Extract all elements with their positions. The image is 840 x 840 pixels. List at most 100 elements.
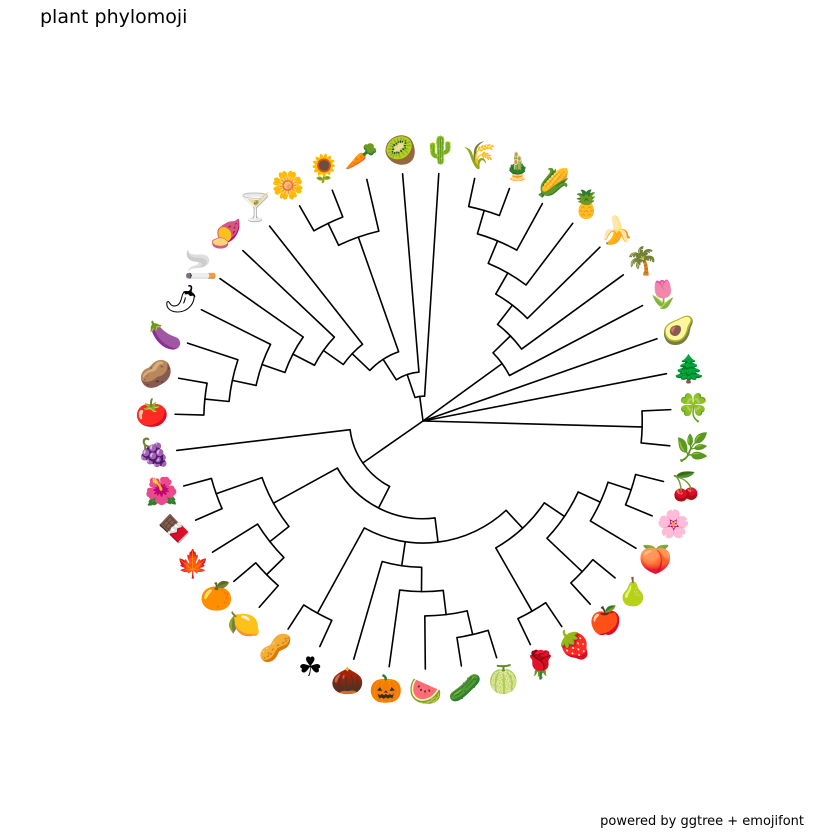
tip-emoji: 🍈 [487,662,521,695]
branch-arc [363,509,507,544]
internal-branch [434,517,439,543]
tip-branch [592,558,616,579]
internal-branch [351,352,371,372]
internal-branch [492,335,512,354]
peanuts-icon: 🥜 [259,630,293,664]
internal-branch [406,373,416,399]
cocktail-icon: 🍸 [239,191,273,224]
palm-tree-icon: 🌴 [625,245,659,277]
tip-emoji: 🌵 [423,134,457,166]
internal-branch [272,467,339,504]
internal-branch [361,420,424,464]
potato-icon: 🥔 [139,358,173,390]
tip-branch [242,249,336,338]
melon-icon: 🍈 [487,662,521,695]
tip-emoji: 🎍 [501,150,535,182]
kiwi-icon: 🥝 [384,132,418,166]
shamrock-icon: ☘ [298,652,322,683]
tip-branch [287,604,305,630]
tip-emoji: 🍓 [558,629,592,661]
tip-branch [498,187,511,217]
maple-leaf-icon: 🍁 [176,548,210,580]
tip-branch [589,520,637,550]
tip-emoji: 🍁 [176,548,210,580]
tip-emoji: 🌿 [676,432,710,464]
hibiscus-icon: 🌺 [145,475,179,507]
rose-icon: 🌹 [523,648,557,681]
tip-branch [233,561,257,583]
tip-emoji: 🌷 [646,278,680,310]
tip-emoji: ☘ [298,652,322,683]
tip-emoji: 🍸 [239,191,273,224]
tip-branch [219,277,305,338]
deciduous-tree-icon: 🌲 [672,353,706,385]
caption: powered by ggtree + emojifont [600,814,804,829]
tip-branch [298,205,315,232]
internal-branch [546,537,584,573]
tip-branch [640,442,671,447]
eggplant-icon: 🍆 [149,319,183,351]
chestnut-icon: 🌰 [331,666,365,697]
corn-icon: 🌽 [537,166,571,199]
pear-icon: 🍐 [616,576,650,608]
internal-branch [382,358,398,381]
tip-branch [520,274,625,350]
tip-emoji: 🌰 [331,666,365,697]
tip-branch [211,523,259,553]
tip-branch [508,304,644,377]
internal-branch [231,379,257,387]
tip-branch [177,377,208,384]
tip-branch [352,560,383,660]
bamboo-icon: 🎍 [501,150,535,182]
tip-emoji: 🌶 [164,284,198,315]
tip-emoji: 🍅 [135,397,169,429]
tip-branch [200,308,272,346]
internal-branch [269,525,290,543]
tip-branch [401,173,420,373]
internal-branch [505,509,524,529]
internal-branch [494,272,509,295]
tip-branch [258,584,280,609]
internal-branch [494,547,533,612]
jack-o-lantern-icon: 🎃 [369,673,403,705]
tip-emoji: 🍎 [589,604,623,637]
internal-branch [204,398,230,403]
tip-branch [388,589,401,668]
avocado-icon: 🥑 [662,313,696,347]
tree-branches [174,172,672,670]
tip-branch [331,189,344,218]
tip-branch [634,473,665,483]
tip-branch [570,582,592,605]
tip-emoji: 🌴 [625,245,659,277]
tip-emoji: 🍋 [227,609,261,640]
tip-emoji: 🍌 [600,215,634,247]
tip-emoji: 🍉 [409,676,443,707]
tip-emoji: 🌽 [537,166,571,199]
internal-branch [422,362,503,422]
daisy-icon: 🌼 [271,169,305,201]
tip-branch [624,504,653,517]
sunflower-icon: 🌻 [307,152,341,184]
internal-branch [442,589,447,616]
internal-branch [418,395,424,422]
watermelon-icon: 🍉 [409,676,443,707]
tip-emoji: 🌼 [271,169,305,201]
tip-branch [516,202,544,251]
cucumber-icon: 🥒 [448,673,482,704]
internal-branch [577,491,602,503]
tip-branch [174,413,205,416]
tip-emoji: 🍍 [570,188,604,220]
tip-branch [175,428,351,452]
wheat-icon: 🌾 [463,140,497,171]
internal-branch [215,476,263,495]
chocolate-icon: 🍫 [158,513,192,545]
four-leaf-clover-icon: 🍀 [677,392,711,424]
tip-emoji: 🌺 [145,475,179,507]
peach-icon: 🍑 [639,544,673,576]
tip-emoji: 🥔 [139,358,173,390]
tip-branch [424,615,427,670]
tulip-icon: 🌷 [646,278,680,310]
strawberry-icon: 🍓 [558,629,592,661]
cigarette-icon: 🚬 [184,249,218,281]
sweet-potato-icon: 🍠 [209,218,243,250]
